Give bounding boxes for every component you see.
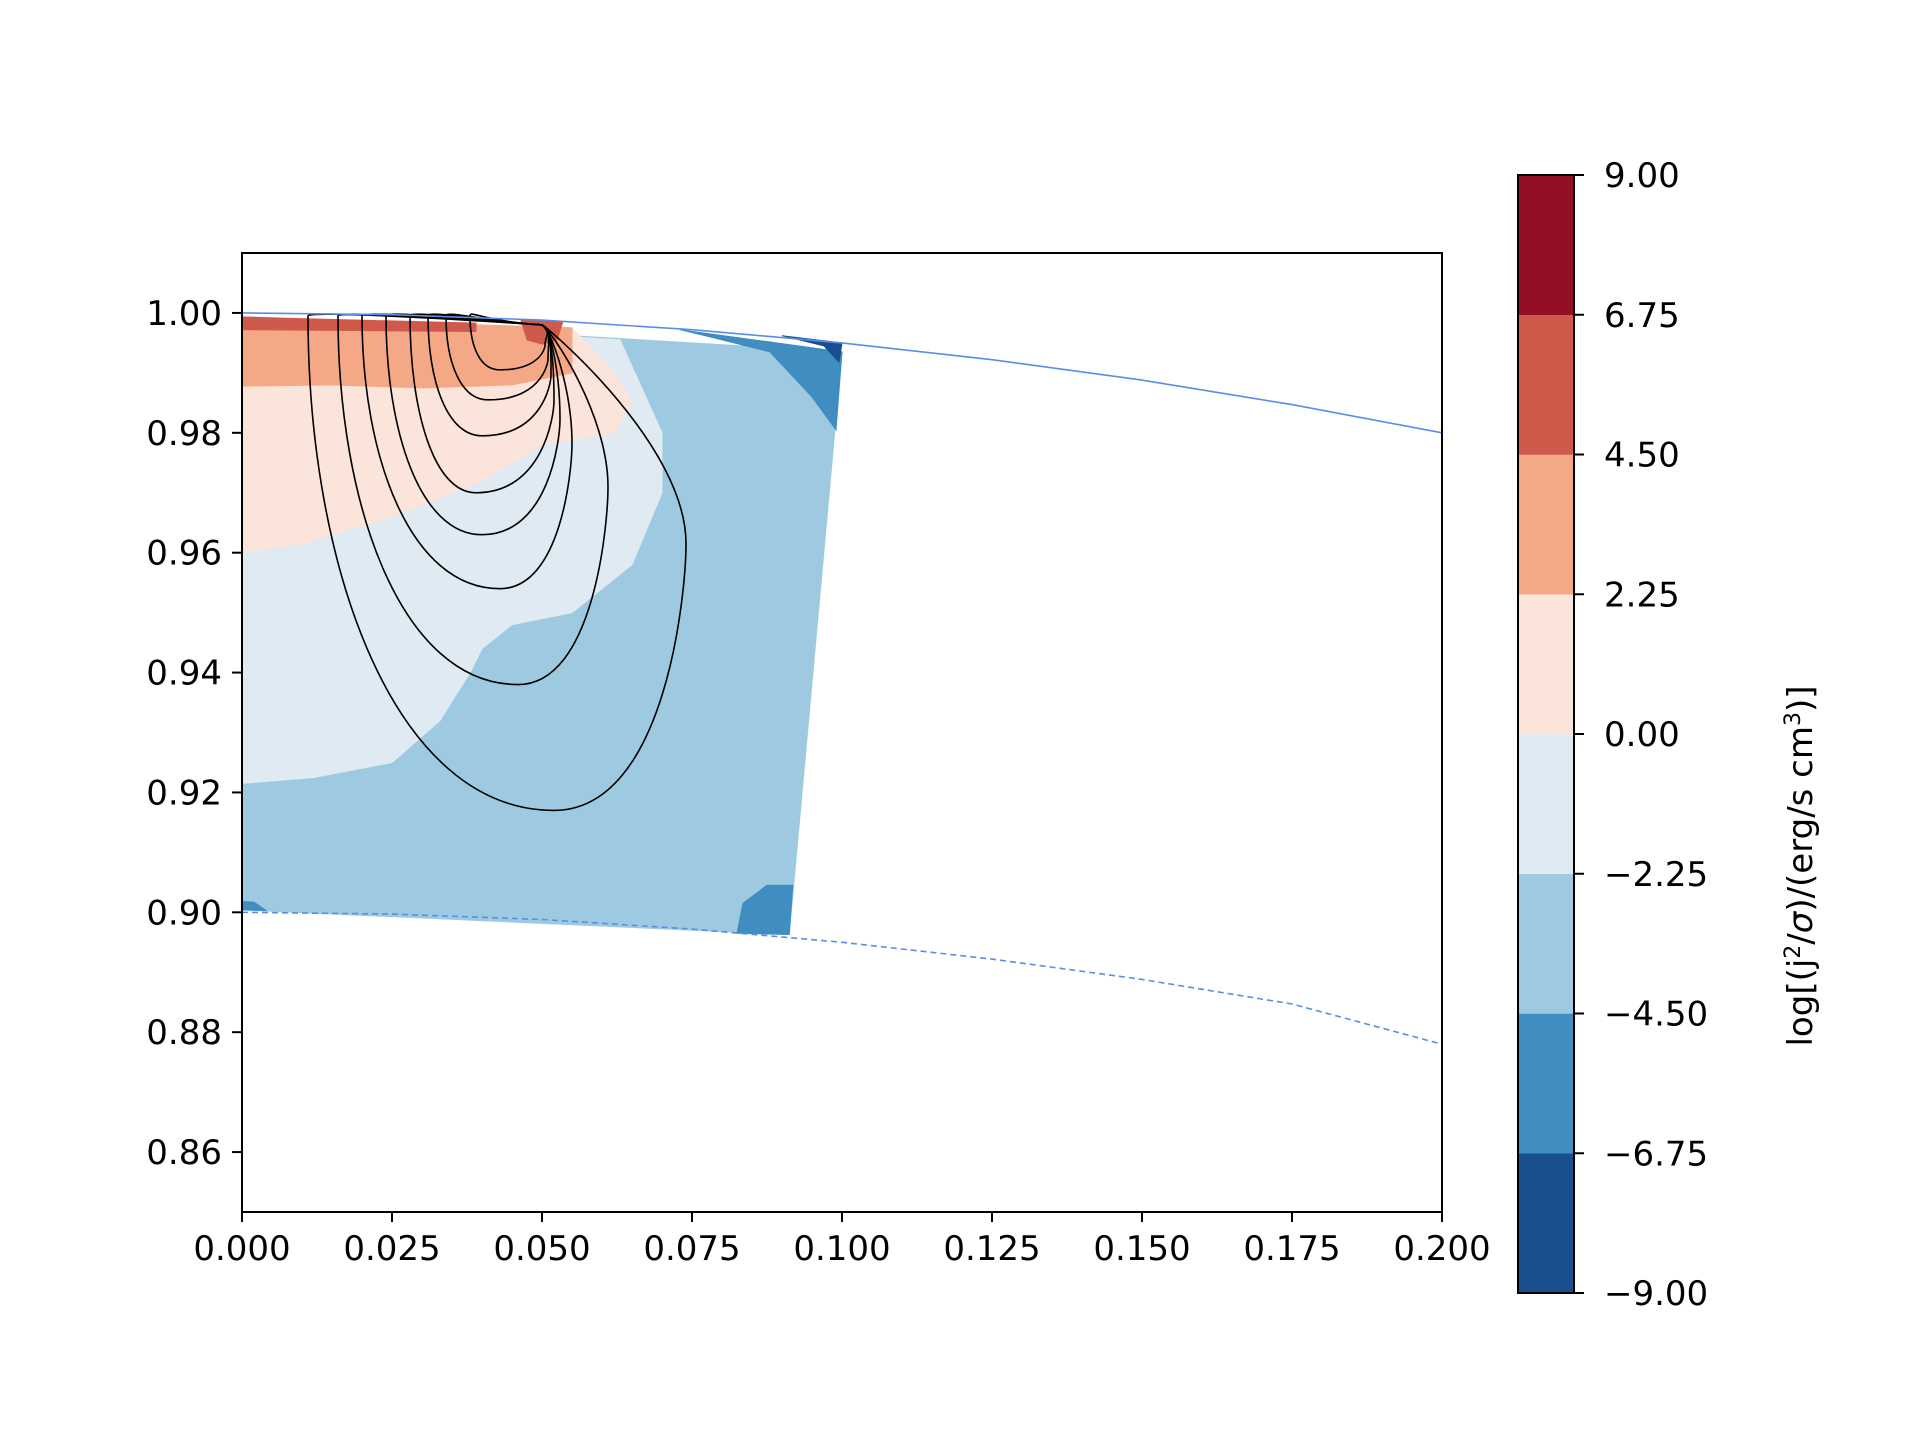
y-tick-label: 0.90 [146,893,222,933]
colorbar-band-0 [1517,1153,1575,1294]
inner-boundary-line [242,911,1442,1045]
colorbar-band-4 [1517,594,1575,735]
x-tick-label: 0.000 [193,1229,290,1269]
colorbar-band-5 [1517,454,1575,595]
colorbar-band-3 [1517,733,1575,874]
outer-boundary-line [242,312,1442,434]
y-axis-ticks: 0.86 0.88 0.90 0.92 0.94 0.96 0.98 1.00 [146,294,242,1173]
colorbar-tick-label: 9.00 [1604,156,1680,196]
colorbar-band-6 [1517,314,1575,455]
contour-line-7 [469,313,549,371]
x-tick-label: 0.050 [493,1229,590,1269]
contour-line-4 [409,313,555,494]
x-tick-label: 0.125 [943,1229,1040,1269]
x-axis-ticks: 0.000 0.025 0.050 0.075 0.100 0.125 0.150 0.175… [193,1212,1491,1269]
x-tick-label: 0.025 [343,1229,440,1269]
colorbar-tick-label: 4.50 [1604,436,1680,476]
colorbar-tick-label: 2.25 [1604,575,1680,615]
colorbar-tick-label: 6.75 [1604,296,1680,336]
filled-region-3 [242,316,573,389]
x-tick-label: 0.175 [1243,1229,1340,1269]
x-tick-label: 0.100 [793,1229,890,1269]
contour-line-6 [445,313,550,401]
x-tick-label: 0.200 [1393,1229,1490,1269]
filled-region-4 [242,316,477,333]
colorbar [1517,174,1575,1294]
y-tick-label: 0.94 [146,654,222,694]
y-tick-label: 0.88 [146,1013,222,1053]
colorbar-band-2 [1517,873,1575,1014]
colorbar-tick-label: −6.75 [1604,1134,1708,1174]
filled-region-6 [679,329,843,432]
colorbar-tick-label: −9.00 [1604,1274,1708,1314]
y-tick-label: 0.86 [146,1133,222,1173]
colorbar-ticks: 9.00 6.75 4.50 2.25 0.00 −2.25 −4.50 −6.75 −9.00 [1574,156,1708,1314]
y-tick-label: 0.98 [146,414,222,454]
colorbar-tick-label: 0.00 [1604,715,1680,755]
y-tick-label: 0.92 [146,773,222,813]
plot-area [241,252,1443,1213]
x-tick-label: 0.150 [1093,1229,1190,1269]
filled-region-8 [736,884,794,936]
colorbar-tick-label: −4.50 [1604,995,1708,1035]
colorbar-band-7 [1517,174,1575,315]
x-tick-label: 0.075 [643,1229,740,1269]
colorbar-band-1 [1517,1013,1575,1154]
y-tick-label: 0.96 [146,534,222,574]
colorbar-label: log[(j2/σ)/(erg/s cm3)] [1781,685,1822,1046]
y-tick-label: 1.00 [146,294,222,334]
filled-region-9 [242,900,268,912]
colorbar-tick-label: −2.25 [1604,855,1708,895]
